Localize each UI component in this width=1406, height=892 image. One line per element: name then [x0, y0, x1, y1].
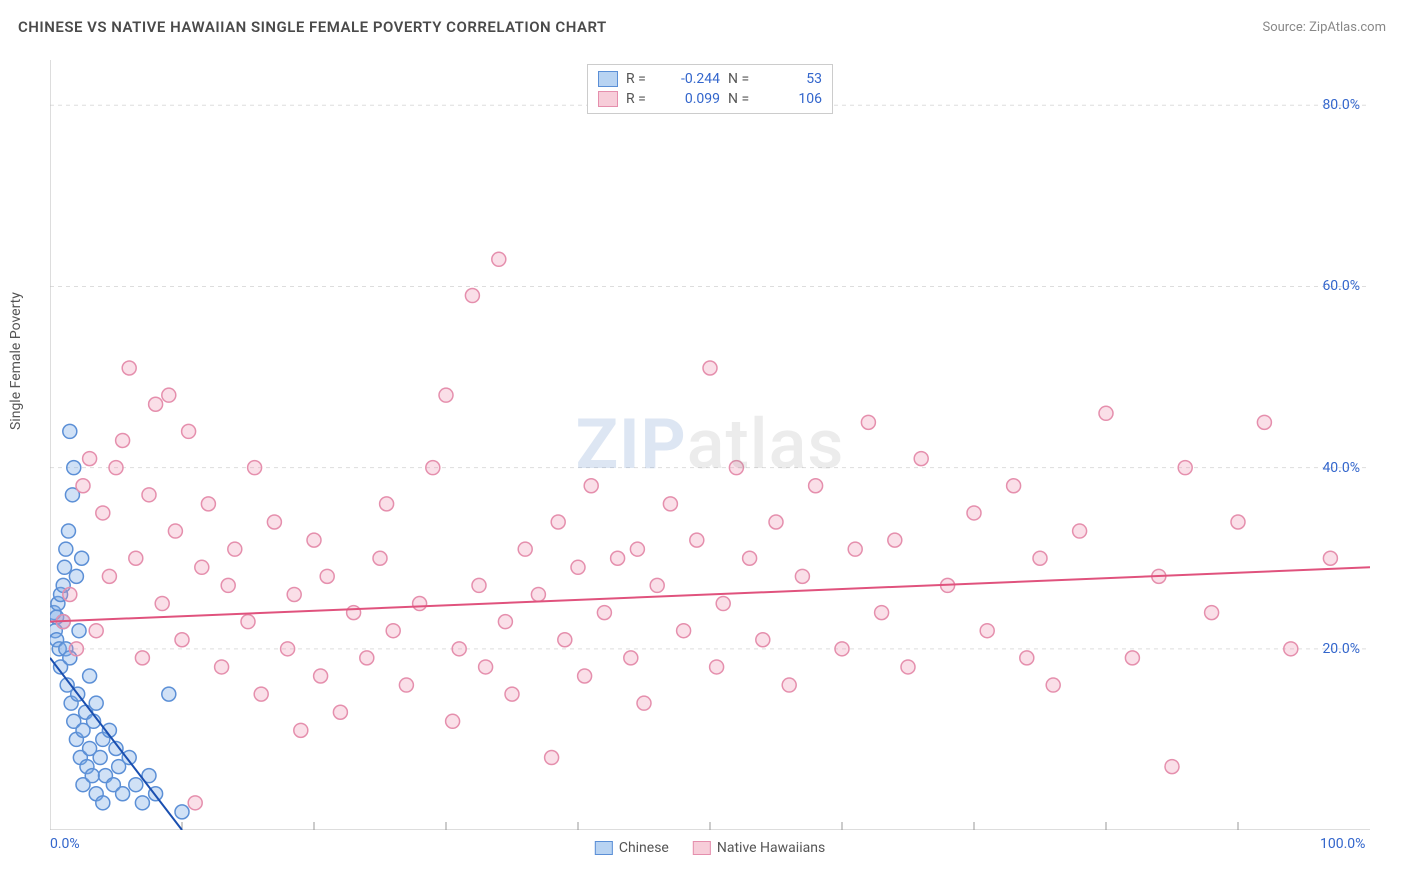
- legend-series-box: Chinese Native Hawaiians: [595, 840, 825, 856]
- legend-stats-box: R = -0.244 N = 53 R = 0.099 N = 106: [587, 64, 833, 114]
- legend-bottom-label-hawaiian: Native Hawaiians: [717, 840, 825, 856]
- chart-area: ZIPatlas R = -0.244 N = 53 R = 0.099 N =…: [50, 60, 1370, 830]
- y-tick-label: 60.0%: [1322, 278, 1360, 294]
- legend-r-label: R =: [626, 71, 656, 87]
- y-axis-label: Single Female Poverty: [8, 292, 24, 430]
- y-tick-label: 20.0%: [1322, 641, 1360, 657]
- legend-n-label: N =: [728, 71, 758, 87]
- y-tick-label: 40.0%: [1322, 460, 1360, 476]
- legend-r-label-2: R =: [626, 91, 656, 107]
- legend-n-label-2: N =: [728, 91, 758, 107]
- y-tick-label: 80.0%: [1322, 97, 1360, 113]
- source-attribution: Source: ZipAtlas.com: [1262, 20, 1386, 35]
- legend-bottom-swatch-hawaiian: [693, 841, 711, 855]
- legend-row-hawaiian: R = 0.099 N = 106: [598, 89, 822, 109]
- legend-bottom-label-chinese: Chinese: [619, 840, 669, 856]
- legend-n-value-chinese: 53: [766, 71, 822, 87]
- legend-bottom-swatch-chinese: [595, 841, 613, 855]
- legend-r-value-chinese: -0.244: [664, 71, 720, 87]
- x-tick-label: 100.0%: [1320, 836, 1365, 852]
- x-tick-label: 0.0%: [50, 836, 80, 852]
- legend-item-hawaiian: Native Hawaiians: [693, 840, 825, 856]
- legend-item-chinese: Chinese: [595, 840, 669, 856]
- chart-title: CHINESE VS NATIVE HAWAIIAN SINGLE FEMALE…: [18, 18, 607, 36]
- legend-n-value-hawaiian: 106: [766, 91, 822, 107]
- legend-row-chinese: R = -0.244 N = 53: [598, 69, 822, 89]
- scatter-plot-svg: [50, 60, 1370, 830]
- legend-r-value-hawaiian: 0.099: [664, 91, 720, 107]
- legend-swatch-hawaiian: [598, 91, 618, 107]
- legend-swatch-chinese: [598, 71, 618, 87]
